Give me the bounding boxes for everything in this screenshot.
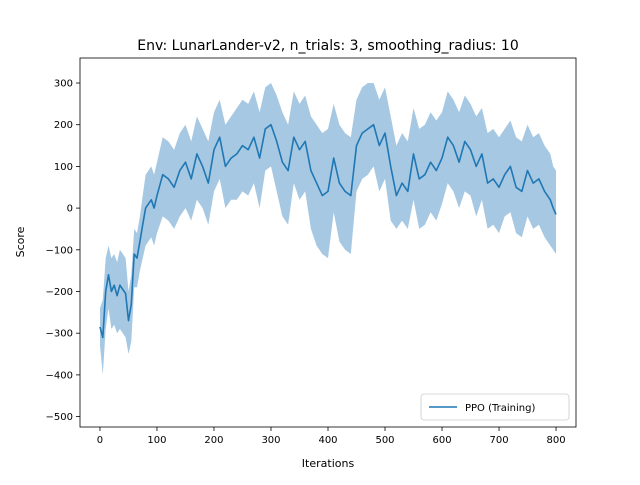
y-axis-label: Score	[14, 226, 27, 257]
x-tick-label: 500	[375, 435, 394, 446]
x-tick-label: 400	[318, 435, 337, 446]
x-tick-label: 200	[204, 435, 223, 446]
chart-title: Env: LunarLander-v2, n_trials: 3, smooth…	[137, 38, 519, 54]
y-tick-label: −300	[46, 329, 73, 340]
series-layer	[99, 83, 557, 375]
series-line-0	[99, 123, 557, 339]
y-tick-label: −400	[46, 370, 73, 381]
y-tick-label: 200	[54, 120, 73, 131]
x-tick-label: 100	[147, 435, 166, 446]
y-tick-label: −100	[46, 245, 73, 256]
legend: PPO (Training)	[420, 393, 570, 421]
x-axis: 0 100 200 300 400 500 600 700 800	[97, 427, 566, 446]
y-axis: −500 −400 −300 −200 −100 0 100 200 300	[46, 79, 80, 423]
legend-entry: PPO (Training)	[465, 403, 535, 414]
y-tick-label: −500	[46, 412, 73, 423]
y-tick-label: 100	[54, 162, 73, 173]
x-tick-label: 700	[489, 435, 508, 446]
legend-box	[420, 393, 570, 421]
x-tick-label: 600	[432, 435, 451, 446]
y-tick-label: −200	[46, 287, 73, 298]
x-tick-label: 300	[261, 435, 280, 446]
y-tick-label: 300	[54, 79, 73, 90]
x-axis-label: Iterations	[302, 457, 355, 470]
x-tick-label: 800	[546, 435, 565, 446]
x-tick-label: 0	[97, 435, 103, 446]
y-tick-label: 0	[67, 204, 73, 215]
